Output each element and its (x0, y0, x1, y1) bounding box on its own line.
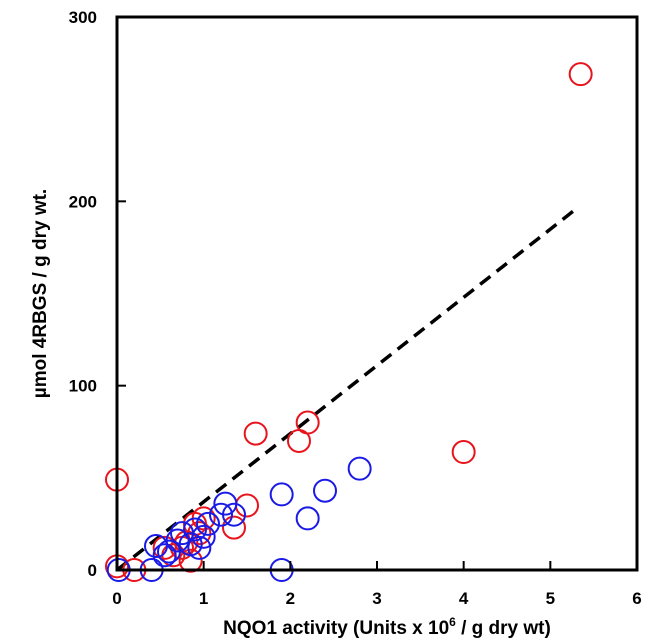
blue-data-point (209, 502, 233, 527)
x-tick-label: 4 (459, 589, 469, 608)
y-tick-label: 0 (88, 561, 97, 580)
x-axis-title-tail: / g dry wt) (456, 618, 551, 639)
x-tick-label: 3 (372, 589, 381, 608)
blue-data-point (183, 517, 207, 542)
x-tick-label: 5 (546, 589, 555, 608)
blue-data-point (295, 506, 320, 531)
red-data-point (451, 440, 476, 465)
x-tick-label: 0 (112, 589, 121, 608)
red-data-point (152, 535, 177, 560)
y-tick-label: 100 (69, 377, 97, 396)
blue-data-point (313, 478, 337, 503)
axis-ticks: 0 1 2 3 4 5 6 0 100 200 300 (69, 8, 642, 608)
y-tick-label: 200 (69, 192, 97, 211)
blue-data-point (347, 456, 372, 481)
x-tick-label: 6 (632, 589, 641, 608)
blue-data-point (191, 524, 216, 549)
red-data-point (178, 548, 203, 573)
plot-frame (115, 15, 639, 572)
x-axis-title-superscript: 6 (449, 615, 456, 629)
plot-marks (105, 62, 593, 582)
y-tick-label: 300 (69, 8, 97, 27)
x-tick-label: 2 (286, 589, 295, 608)
x-tick-label: 1 (199, 589, 208, 608)
fit-line (115, 207, 578, 572)
x-axis-title: NQO1 activity (Units x 106 / g dry wt) (223, 615, 551, 639)
blue-data-point (269, 482, 294, 507)
blue-data-point (187, 535, 212, 560)
blue-data-point (165, 528, 190, 553)
blue-data-point (144, 534, 168, 559)
blue-data-point (196, 511, 220, 536)
red-data-point (295, 410, 320, 435)
y-axis-title: µmol 4RBGS / g dry wt. (30, 189, 51, 398)
red-data-point (222, 515, 246, 540)
red-data-point (568, 62, 593, 87)
red-data-point (243, 421, 268, 446)
blue-data-point (152, 543, 177, 568)
x-axis-title-main: NQO1 activity (Units x 10 (223, 618, 449, 639)
blue-data-point (222, 502, 246, 527)
